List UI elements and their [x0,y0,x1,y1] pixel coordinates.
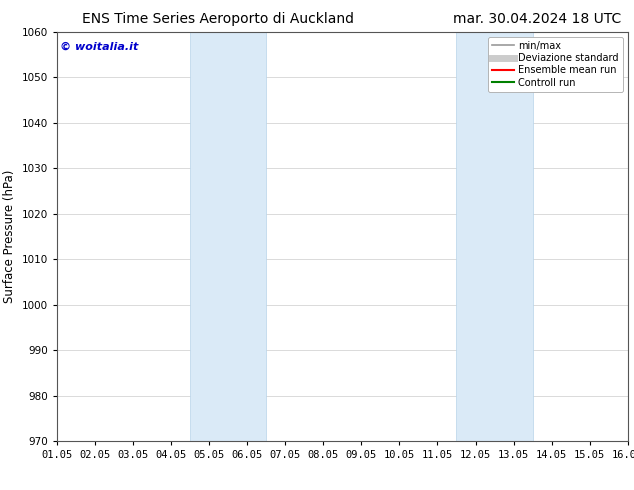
Text: ENS Time Series Aeroporto di Auckland: ENS Time Series Aeroporto di Auckland [82,12,354,26]
Legend: min/max, Deviazione standard, Ensemble mean run, Controll run: min/max, Deviazione standard, Ensemble m… [488,37,623,92]
Bar [190,32,266,441]
Y-axis label: Surface Pressure (hPa): Surface Pressure (hPa) [3,170,16,303]
Bar [456,32,533,441]
Text: © woitalia.it: © woitalia.it [60,42,138,52]
Text: mar. 30.04.2024 18 UTC: mar. 30.04.2024 18 UTC [453,12,621,26]
